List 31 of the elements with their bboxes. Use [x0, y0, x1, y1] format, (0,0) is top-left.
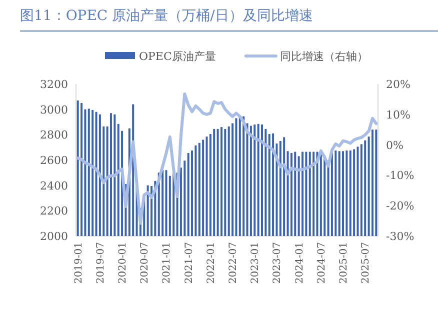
x-tick-label: 2020-07 — [140, 242, 151, 284]
x-tick-label: 2021-07 — [184, 242, 195, 284]
y-tick-label: 3000 — [40, 103, 68, 116]
y-tick-label: 2400 — [40, 179, 68, 192]
y-tick-label: 3200 — [40, 78, 68, 91]
x-tick-label: 2019-07 — [95, 242, 106, 284]
line-series — [76, 92, 378, 225]
y-tick-label: 2800 — [40, 128, 68, 142]
y-tick-label: 2000 — [40, 230, 68, 243]
y2-tick-label: 10% — [386, 108, 410, 122]
y2-tick-label: 20% — [386, 78, 410, 91]
y-tick-label: 2600 — [40, 154, 68, 167]
y2-tick-label: 0% — [386, 138, 404, 152]
x-tick-label: 2020-01 — [118, 242, 129, 284]
y2-tick-label: -30% — [386, 230, 414, 243]
x-tick-label: 2019-01 — [73, 242, 84, 284]
x-tick-label: 2023-07 — [272, 242, 284, 284]
x-tick-label: 2022-07 — [228, 242, 240, 284]
chart-title: 图11：OPEC 原油产量（万桶/日）及同比增速 — [20, 8, 313, 24]
legend-label: 同比增速（右轴） — [280, 50, 368, 63]
x-tick-label: 2024-01 — [294, 242, 306, 284]
x-tick-label: 2025-07 — [360, 242, 372, 284]
x-tick-label: 2023-01 — [250, 242, 262, 284]
x-tick-label: 2022-01 — [206, 242, 217, 284]
legend-label: OPEC原油产量 — [139, 50, 216, 63]
x-tick-label: 2024-07 — [316, 242, 328, 284]
x-tick-label: 2025-01 — [338, 242, 350, 284]
x-tick-label: 2021-01 — [162, 242, 173, 284]
y-tick-label: 2200 — [40, 204, 68, 218]
y2-tick-label: -20% — [386, 200, 414, 213]
y2-tick-label: -10% — [386, 169, 414, 182]
